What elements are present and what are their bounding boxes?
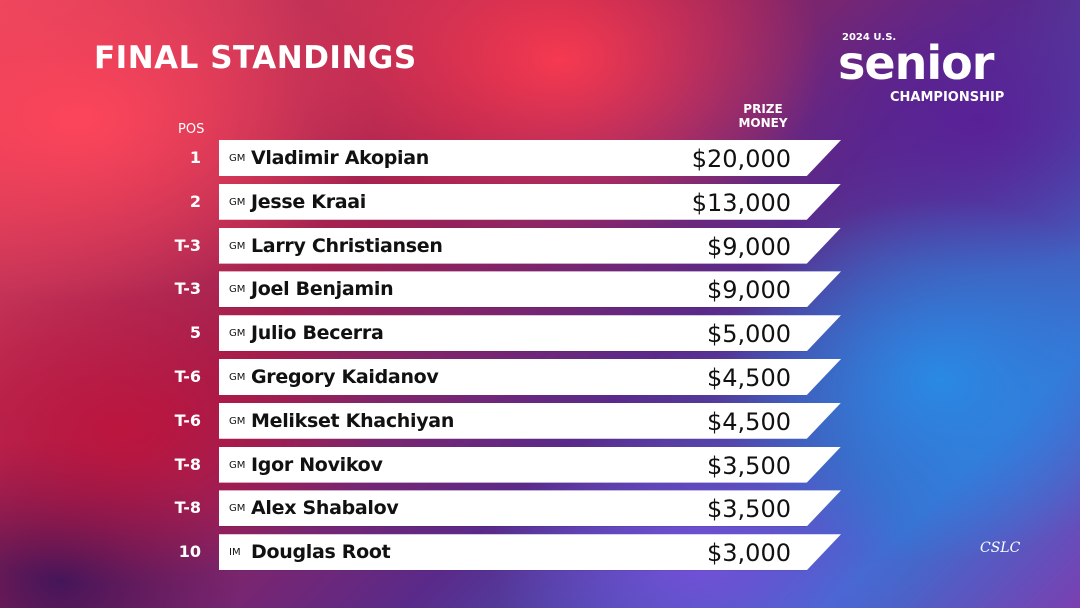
position: 10 bbox=[178, 542, 201, 562]
position: 5 bbox=[189, 323, 201, 343]
position: T-3 bbox=[174, 279, 201, 299]
prize-money: $3,000 bbox=[707, 539, 791, 568]
player-name: Douglas Root bbox=[251, 541, 391, 564]
standing-row: 5 GM Julio Becerra $5,000 bbox=[0, 315, 1080, 352]
row-panel bbox=[219, 183, 841, 220]
chess-title: GM bbox=[229, 372, 246, 383]
chess-title: GM bbox=[229, 240, 246, 252]
prize-header-line: MONEY bbox=[738, 116, 788, 130]
row-panel bbox=[219, 227, 841, 264]
standing-row: 1 GM Vladimir Akopian $20,000 bbox=[0, 140, 1080, 176]
prize-money: $20,000 bbox=[691, 145, 791, 173]
row-panel bbox=[219, 446, 841, 483]
player-name: Vladimir Akopian bbox=[251, 147, 429, 169]
position: T-6 bbox=[174, 410, 201, 430]
player-name: Julio Becerra bbox=[251, 322, 384, 345]
row-panel bbox=[219, 359, 841, 395]
row-panel bbox=[219, 490, 841, 527]
prize-money: $9,000 bbox=[707, 232, 791, 261]
row-panel bbox=[219, 315, 841, 352]
player-name: Igor Novikov bbox=[251, 453, 383, 476]
logo-word: senior bbox=[838, 36, 994, 90]
prize-money: $4,500 bbox=[707, 364, 791, 392]
row-panel bbox=[219, 402, 841, 439]
player-name: Gregory Kaidanov bbox=[251, 366, 439, 388]
prize-money: $3,500 bbox=[707, 451, 791, 480]
prize-money: $9,000 bbox=[707, 276, 791, 305]
standing-row: T-8 GM Igor Novikov $3,500 bbox=[0, 446, 1080, 483]
standing-row: T-3 GM Larry Christiansen $9,000 bbox=[0, 227, 1080, 264]
chess-title: GM bbox=[229, 503, 246, 515]
player-name: Jesse Kraai bbox=[251, 190, 367, 213]
logo-year: 2024 U.S. bbox=[842, 32, 897, 43]
chess-title: GM bbox=[229, 284, 246, 296]
position: 2 bbox=[189, 191, 201, 211]
logo-subtitle: CHAMPIONSHIP bbox=[890, 90, 1005, 105]
player-name: Joel Benjamin bbox=[251, 278, 394, 301]
position: T-8 bbox=[174, 454, 201, 474]
chess-title: GM bbox=[229, 459, 246, 471]
prize-money: $4,500 bbox=[707, 407, 791, 436]
prize-money: $3,500 bbox=[707, 495, 791, 524]
chess-title: IM bbox=[229, 547, 241, 559]
row-panel bbox=[219, 271, 841, 308]
standing-row: T-6 GM Gregory Kaidanov $4,500 bbox=[0, 359, 1080, 395]
prize-money: $5,000 bbox=[707, 320, 791, 349]
chess-title: GM bbox=[229, 328, 246, 340]
position: 1 bbox=[189, 148, 201, 167]
player-name: Larry Christiansen bbox=[251, 234, 443, 257]
row-panel bbox=[219, 140, 841, 176]
player-name: Melikset Khachiyan bbox=[251, 409, 455, 432]
player-name: Alex Shabalov bbox=[251, 497, 399, 520]
prize-header: PRIZE MONEY bbox=[730, 102, 796, 130]
standing-row: T-3 GM Joel Benjamin $9,000 bbox=[0, 271, 1080, 308]
chess-title: GM bbox=[229, 196, 246, 208]
club-logo: CSLC bbox=[980, 540, 1021, 556]
prize-header-line: PRIZE bbox=[743, 102, 783, 116]
standing-row: T-8 GM Alex Shabalov $3,500 bbox=[0, 490, 1080, 527]
prize-money: $13,000 bbox=[691, 188, 791, 217]
row-panel bbox=[219, 534, 841, 571]
chess-title: GM bbox=[229, 415, 246, 427]
chess-title: GM bbox=[229, 153, 246, 164]
standing-row: T-6 GM Melikset Khachiyan $4,500 bbox=[0, 402, 1080, 439]
position: T-3 bbox=[174, 235, 201, 255]
position: T-6 bbox=[174, 367, 201, 386]
standing-row: 2 GM Jesse Kraai $13,000 bbox=[0, 183, 1080, 220]
pos-header: POS bbox=[178, 122, 205, 137]
position: T-8 bbox=[174, 498, 201, 518]
title: FINAL STANDINGS bbox=[94, 40, 417, 76]
standing-row: 10 IM Douglas Root $3,000 bbox=[0, 534, 1080, 571]
